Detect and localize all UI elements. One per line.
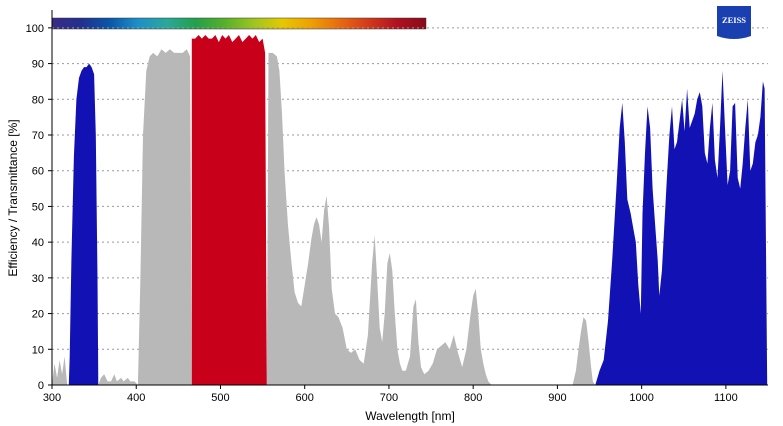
x-tick-label-400: 400 xyxy=(127,392,145,404)
y-tick-label-0: 0 xyxy=(38,380,44,392)
x-axis-label: Wavelength [nm] xyxy=(365,409,455,423)
tick-layer: 300 400 500 600 700 800 900 1000 1100 0 10 20 30 40 50… xyxy=(26,23,738,404)
y-tick-label-60: 60 xyxy=(32,166,44,178)
colorbar xyxy=(51,17,427,30)
zeiss-logo: ZEISS xyxy=(717,6,751,39)
x-tick-label-900: 900 xyxy=(548,392,566,404)
zeiss-logo-badge xyxy=(717,6,751,39)
series-area-1 xyxy=(52,49,596,386)
y-tick-label-50: 50 xyxy=(32,201,44,213)
series-layer xyxy=(52,35,768,386)
y-tick-label-80: 80 xyxy=(32,94,44,106)
x-tick-label-300: 300 xyxy=(43,392,61,404)
x-tick-label-1100: 1100 xyxy=(714,392,738,404)
y-tick-label-90: 90 xyxy=(32,59,44,71)
y-tick-label-30: 30 xyxy=(32,273,44,285)
series-area-3 xyxy=(191,35,267,385)
zeiss-logo-text: ZEISS xyxy=(722,15,746,25)
y-axis-label: Efficiency / Transmittance [%] xyxy=(6,119,20,276)
y-tick-label-10: 10 xyxy=(32,344,44,356)
y-tick-label-40: 40 xyxy=(32,237,44,249)
x-tick-label-500: 500 xyxy=(211,392,229,404)
y-tick-label-20: 20 xyxy=(32,309,44,321)
series-area-2 xyxy=(68,63,768,385)
x-tick-label-700: 700 xyxy=(380,392,398,404)
y-tick-label-100: 100 xyxy=(26,23,44,35)
x-tick-label-1000: 1000 xyxy=(629,392,653,404)
x-tick-label-800: 800 xyxy=(464,392,482,404)
x-tick-label-600: 600 xyxy=(296,392,314,404)
y-tick-label-70: 70 xyxy=(32,130,44,142)
